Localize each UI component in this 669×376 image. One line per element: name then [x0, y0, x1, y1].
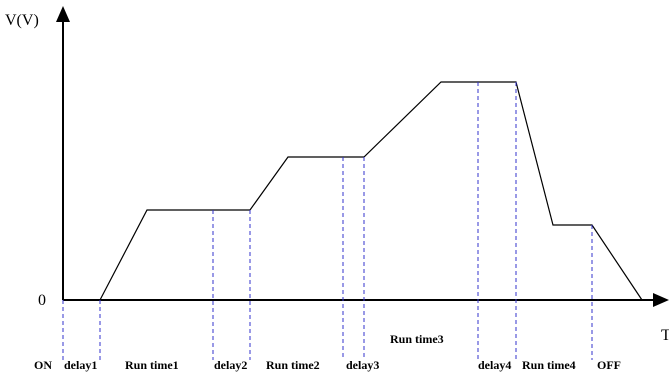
phase-label-run-time4: Run time4 — [522, 358, 576, 372]
phase-label-delay2: delay2 — [214, 358, 247, 372]
phase-label-off: OFF — [597, 358, 621, 372]
voltage-profile-curve — [99, 81, 643, 301]
y-axis-arrow — [56, 6, 70, 22]
x-axis-arrow — [653, 293, 669, 307]
phase-label-run-time2: Run time2 — [266, 358, 320, 372]
phase-label-run-time1: Run time1 — [125, 358, 179, 372]
phase-label-run-time3: Run time3 — [390, 332, 444, 346]
phase-label-delay1: delay1 — [64, 358, 97, 372]
y-axis-label: V(V) — [5, 12, 39, 29]
x-axis-label: T — [661, 327, 669, 344]
phase-label-on: ON — [34, 358, 52, 372]
origin-label: 0 — [38, 292, 46, 309]
phase-marker-lines — [62, 82, 593, 360]
phase-label-delay3: delay3 — [346, 358, 379, 372]
phase-label-delay4: delay4 — [478, 358, 511, 372]
